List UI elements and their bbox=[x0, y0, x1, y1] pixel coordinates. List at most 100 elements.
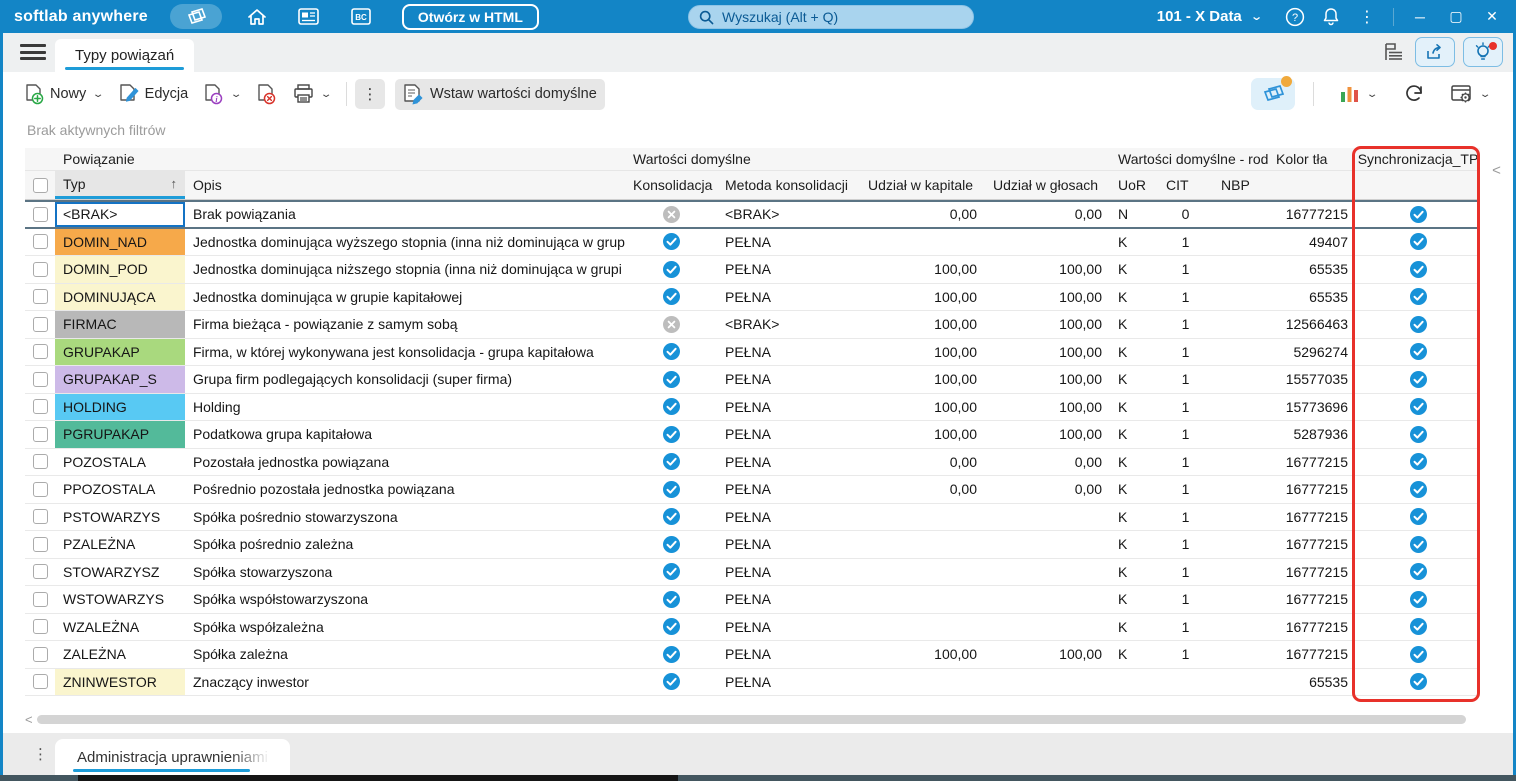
konsolidacja-cell[interactable] bbox=[625, 504, 717, 531]
column-header-uor[interactable]: UoR bbox=[1118, 177, 1147, 193]
udzial-kapital-cell[interactable] bbox=[860, 614, 985, 641]
table-row[interactable]: FIRMAC Firma bieżąca - powiązanie z samym… bbox=[25, 311, 1480, 339]
uor-cell[interactable]: K bbox=[1118, 426, 1128, 443]
table-row[interactable]: DOMIN_POD Jednostka dominująca niższego s… bbox=[25, 256, 1480, 284]
row-checkbox[interactable] bbox=[32, 454, 48, 470]
konsolidacja-cell[interactable] bbox=[625, 641, 717, 668]
udzial-glosy-cell[interactable]: 100,00 bbox=[1059, 398, 1102, 415]
column-header-udzial-kapital[interactable]: Udział w kapitale bbox=[868, 177, 974, 193]
row-checkbox[interactable] bbox=[32, 371, 48, 387]
insert-defaults-button[interactable]: Wstaw wartości domyślne bbox=[394, 78, 605, 110]
udzial-glosy-cell[interactable] bbox=[985, 531, 1110, 558]
column-header-udzial-glosy[interactable]: Udział w głosach bbox=[993, 177, 1099, 193]
uor-cell[interactable]: K bbox=[1118, 453, 1128, 470]
kolor-tla-cell[interactable]: 16777215 bbox=[1285, 508, 1348, 525]
konsolidacja-cell[interactable] bbox=[625, 476, 717, 503]
typ-cell[interactable]: PZALEŻNA bbox=[63, 536, 136, 553]
scroll-left-icon[interactable]: < bbox=[25, 711, 33, 727]
opis-cell[interactable]: Spółka zależna bbox=[193, 646, 288, 663]
metoda-konsolidacji-cell[interactable]: PEŁNA bbox=[725, 426, 771, 443]
cit-cell[interactable]: 1 bbox=[1181, 261, 1190, 278]
kolor-tla-cell[interactable]: 65535 bbox=[1309, 261, 1348, 278]
table-row[interactable]: GRUPAKAP_S Grupa firm podlegających konso… bbox=[25, 366, 1480, 394]
metoda-konsolidacji-cell[interactable]: PEŁNA bbox=[725, 233, 771, 250]
cit-cell[interactable]: 1 bbox=[1181, 591, 1190, 608]
row-checkbox[interactable] bbox=[32, 564, 48, 580]
opis-cell[interactable]: Pośrednio pozostała jednostka powiązana bbox=[193, 481, 455, 498]
uor-cell[interactable]: K bbox=[1118, 288, 1128, 305]
chart-button[interactable]: ⌄ bbox=[1332, 79, 1384, 109]
tab-typy-powiazan[interactable]: Typy powiązań bbox=[55, 39, 195, 72]
kolor-tla-cell[interactable]: 12566463 bbox=[1285, 316, 1348, 333]
row-select-cell[interactable] bbox=[25, 284, 55, 311]
udzial-glosy-cell[interactable] bbox=[985, 614, 1110, 641]
synchronizacja-tp-cell[interactable] bbox=[1356, 531, 1480, 558]
udzial-kapital-cell[interactable] bbox=[860, 559, 985, 586]
synchronizacja-tp-cell[interactable] bbox=[1356, 476, 1480, 503]
metoda-konsolidacji-cell[interactable]: PEŁNA bbox=[725, 481, 771, 498]
nbp-cell[interactable] bbox=[1213, 476, 1268, 503]
opis-cell[interactable]: Jednostka dominująca niższego stopnia (i… bbox=[193, 261, 622, 278]
row-checkbox[interactable] bbox=[32, 344, 48, 360]
row-select-cell[interactable] bbox=[25, 614, 55, 641]
udzial-glosy-cell[interactable]: 0,00 bbox=[1074, 481, 1102, 498]
metoda-konsolidacji-cell[interactable]: <BRAK> bbox=[725, 206, 780, 223]
open-in-html-button[interactable]: Otwórz w HTML bbox=[401, 3, 539, 30]
column-header-konsolidacja[interactable]: Konsolidacja bbox=[633, 177, 713, 193]
row-select-cell[interactable] bbox=[25, 504, 55, 531]
table-row[interactable]: PGRUPAKAP Podatkowa grupa kapitałowa PEŁNA… bbox=[25, 421, 1480, 449]
konsolidacja-cell[interactable] bbox=[625, 421, 717, 448]
cit-cell[interactable]: 1 bbox=[1181, 536, 1190, 553]
table-row[interactable]: GRUPAKAP Firma, w której wykonywana jest … bbox=[25, 338, 1480, 366]
metoda-konsolidacji-cell[interactable]: PEŁNA bbox=[725, 343, 771, 360]
udzial-kapital-cell[interactable]: 100,00 bbox=[934, 398, 977, 415]
row-checkbox[interactable] bbox=[32, 536, 48, 552]
cit-cell[interactable]: 1 bbox=[1181, 508, 1190, 525]
nbp-cell[interactable] bbox=[1213, 641, 1268, 668]
column-header-metoda[interactable]: Metoda konsolidacji bbox=[725, 177, 848, 193]
row-select-cell[interactable] bbox=[25, 229, 55, 256]
nbp-cell[interactable] bbox=[1213, 449, 1268, 476]
udzial-kapital-cell[interactable]: 0,00 bbox=[949, 453, 977, 470]
konsolidacja-cell[interactable] bbox=[625, 366, 717, 393]
typ-cell[interactable]: PGRUPAKAP bbox=[55, 421, 185, 448]
bottom-more-button[interactable]: ⋮ bbox=[33, 746, 48, 763]
column-header-kolor-tla[interactable]: Kolor tła bbox=[1276, 151, 1328, 167]
metoda-konsolidacji-cell[interactable]: PEŁNA bbox=[725, 591, 771, 608]
metoda-konsolidacji-cell[interactable]: PEŁNA bbox=[725, 646, 771, 663]
table-row[interactable]: POZOSTALA Pozostała jednostka powiązana PE… bbox=[25, 448, 1480, 476]
cit-cell[interactable]: 1 bbox=[1181, 453, 1190, 470]
konsolidacja-cell[interactable] bbox=[625, 284, 717, 311]
konsolidacja-cell[interactable] bbox=[625, 202, 717, 227]
share-button[interactable] bbox=[1415, 37, 1455, 67]
nbp-cell[interactable] bbox=[1213, 559, 1268, 586]
document-info-button[interactable]: i ⌄ bbox=[196, 79, 248, 110]
row-select-cell[interactable] bbox=[25, 586, 55, 613]
cit-cell[interactable]: 1 bbox=[1181, 233, 1190, 250]
row-select-cell[interactable] bbox=[25, 366, 55, 393]
cit-cell[interactable]: 1 bbox=[1181, 426, 1190, 443]
typ-cell[interactable]: STOWARZYSZ bbox=[63, 563, 160, 580]
cit-cell[interactable]: 1 bbox=[1181, 343, 1190, 360]
udzial-glosy-cell[interactable] bbox=[985, 669, 1110, 696]
udzial-kapital-cell[interactable]: 0,00 bbox=[949, 481, 977, 498]
notifications-button[interactable] bbox=[1315, 3, 1347, 31]
udzial-glosy-cell[interactable]: 100,00 bbox=[1059, 261, 1102, 278]
refresh-button[interactable] bbox=[1395, 79, 1433, 109]
konsolidacja-cell[interactable] bbox=[625, 586, 717, 613]
new-button[interactable]: Nowy ⌄ bbox=[17, 79, 111, 110]
contacts-button[interactable] bbox=[292, 4, 326, 30]
row-select-cell[interactable] bbox=[25, 476, 55, 503]
typ-cell[interactable]: WZALEŻNA bbox=[63, 618, 140, 635]
kolor-tla-cell[interactable]: 65535 bbox=[1309, 288, 1348, 305]
metoda-konsolidacji-cell[interactable]: PEŁNA bbox=[725, 453, 771, 470]
cit-cell[interactable]: 1 bbox=[1181, 371, 1190, 388]
metoda-konsolidacji-cell[interactable]: PEŁNA bbox=[725, 288, 771, 305]
konsolidacja-cell[interactable] bbox=[625, 614, 717, 641]
udzial-kapital-cell[interactable]: 100,00 bbox=[934, 288, 977, 305]
typ-cell[interactable]: PSTOWARZYS bbox=[63, 508, 161, 525]
nbp-cell[interactable] bbox=[1213, 366, 1268, 393]
udzial-kapital-cell[interactable] bbox=[860, 504, 985, 531]
row-select-cell[interactable] bbox=[25, 641, 55, 668]
typ-cell[interactable]: DOMIN_POD bbox=[55, 256, 185, 283]
